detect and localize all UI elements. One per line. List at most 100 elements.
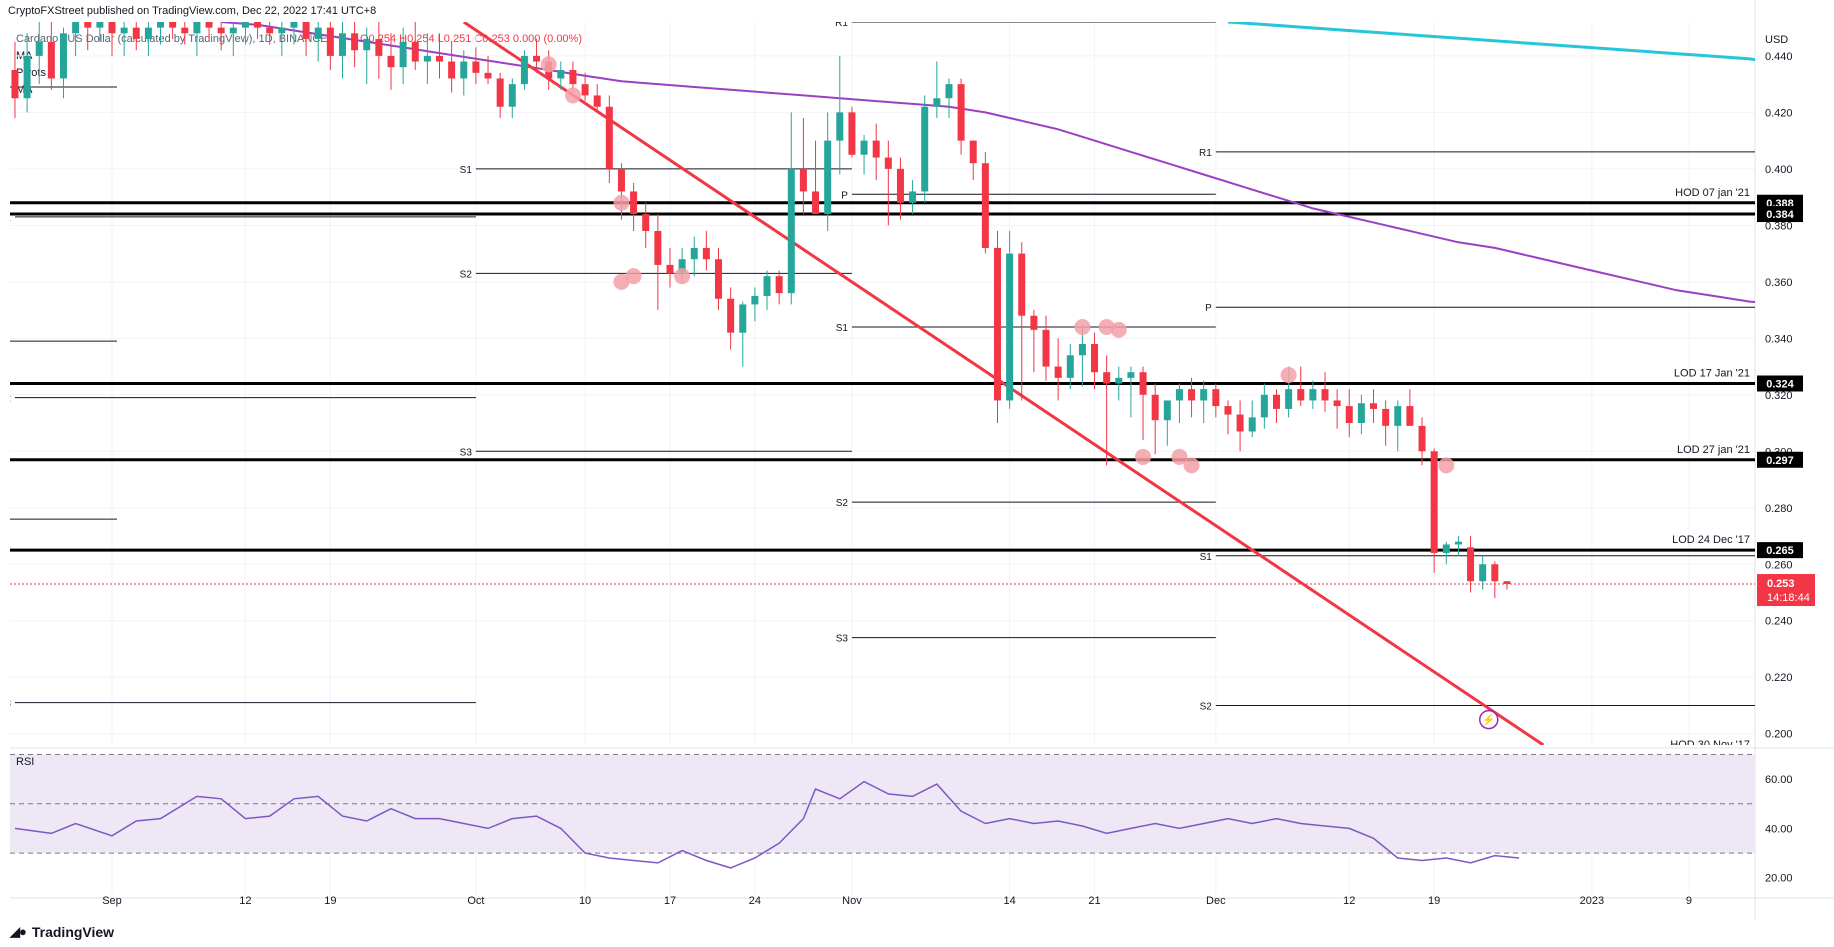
- candle-body: [375, 38, 383, 56]
- price-axis-tick: 0.220: [1765, 672, 1793, 684]
- pivot-label: S3: [836, 634, 849, 645]
- price-axis-unit: USD: [1765, 34, 1788, 46]
- candle-body: [472, 61, 480, 73]
- candle-body: [787, 168, 795, 294]
- last-price-tag: 0.253: [1767, 578, 1795, 590]
- candle-body: [715, 259, 722, 299]
- candle-body: [533, 55, 541, 62]
- candle-body: [727, 298, 735, 333]
- pivot-label: P: [841, 190, 848, 201]
- countdown-tag: 14:18:44: [1767, 592, 1810, 604]
- level-label: LOD 17 Jan '21: [1674, 368, 1750, 380]
- price-tag: 0.384: [1766, 209, 1794, 221]
- candle-body: [1115, 377, 1123, 384]
- candle-body: [496, 78, 504, 107]
- touch-marker: [613, 273, 630, 290]
- candle-body: [302, 22, 310, 39]
- touch-marker: [564, 87, 581, 104]
- level-label-partial: HOD 30 Nov '17: [1670, 739, 1750, 751]
- candle-body: [969, 140, 977, 164]
- candle-body: [278, 27, 286, 34]
- level-label: HOD 07 jan '21: [1675, 187, 1750, 199]
- time-axis-tick: Sep: [102, 895, 122, 907]
- candle-body: [508, 84, 516, 107]
- candle-body: [1491, 564, 1499, 582]
- level-label: LOD 24 Dec '17: [1672, 534, 1750, 546]
- candle-body: [642, 214, 650, 231]
- candle-body: [229, 27, 237, 34]
- price-axis-tick: 0.200: [1765, 729, 1793, 741]
- candle-body: [144, 27, 152, 39]
- candle-body: [957, 84, 965, 141]
- candle-body: [1018, 253, 1026, 316]
- candle-body: [751, 295, 759, 305]
- pivot-label: S2: [1200, 701, 1213, 712]
- candle-body: [96, 22, 104, 28]
- pivot-label: S1: [1200, 552, 1213, 563]
- candle-body: [763, 276, 771, 296]
- candle-body: [654, 230, 662, 265]
- touch-marker: [674, 268, 691, 285]
- candle-body: [1309, 389, 1317, 401]
- candle-body: [569, 70, 577, 85]
- candle-body: [981, 163, 989, 248]
- candle-body: [326, 27, 334, 56]
- time-axis-tick: 9: [1686, 895, 1692, 907]
- touch-marker: [1171, 448, 1188, 465]
- price-tag-bg: [1757, 451, 1803, 468]
- symbol-title: Cardano / US Dollar (calculated by Tradi…: [16, 33, 328, 45]
- candle-body: [1333, 400, 1341, 407]
- candle-body: [666, 264, 674, 274]
- ma-slow-line: [1227, 22, 1755, 62]
- time-axis-tick: 14: [1003, 895, 1015, 907]
- candle-body: [702, 247, 710, 260]
- pivot-label: P: [1205, 303, 1212, 314]
- indicator-pivots[interactable]: Pivots: [16, 67, 46, 79]
- touch-marker: [1110, 321, 1127, 338]
- candle-body: [72, 22, 80, 34]
- candle-body: [411, 41, 419, 62]
- candle-body: [617, 168, 625, 192]
- candle-body: [1066, 355, 1074, 378]
- candle-body: [1503, 581, 1511, 585]
- candle-body: [314, 27, 322, 39]
- pivot-label: S1: [836, 323, 849, 334]
- candle-body: [593, 95, 601, 107]
- rsi-plot-area: [10, 753, 1755, 869]
- candle-body: [884, 157, 892, 169]
- price-tag: 0.324: [1766, 379, 1794, 391]
- rsi-axis-tick: 40.00: [1765, 823, 1793, 835]
- candle-body: [205, 22, 213, 28]
- candle-body: [1212, 389, 1220, 407]
- candle-body: [1188, 389, 1196, 401]
- candle-body: [132, 27, 140, 39]
- time-axis-tick: 12: [239, 895, 251, 907]
- price-tag-bg: [1757, 375, 1803, 392]
- candle-body: [775, 276, 783, 294]
- price-axis-tick: 0.280: [1765, 503, 1793, 515]
- pivot-label: R1: [835, 18, 848, 29]
- candle-body: [1345, 406, 1353, 424]
- candle-body: [1091, 343, 1099, 373]
- candle-body: [848, 112, 856, 155]
- candle-body: [169, 22, 177, 28]
- price-axis-tick: 0.320: [1765, 390, 1793, 402]
- candle-body: [581, 84, 589, 96]
- pivot-label: S3: [460, 447, 473, 458]
- candle-body: [35, 41, 43, 56]
- candle-body: [605, 106, 613, 169]
- candle-body: [84, 22, 92, 28]
- candle-body: [47, 41, 55, 79]
- tradingview-brand: TradingView: [31, 924, 115, 940]
- price-axis-tick: 0.400: [1765, 164, 1793, 176]
- price-axis-tick: 0.420: [1765, 107, 1793, 119]
- pivot-label: R1: [1199, 148, 1212, 159]
- candle-body: [909, 191, 917, 203]
- price-tag-bg: [1757, 206, 1803, 223]
- candle-body: [351, 33, 359, 51]
- rsi-axis-tick: 60.00: [1765, 774, 1793, 786]
- candle-body: [1382, 408, 1390, 426]
- candle-body: [1442, 544, 1450, 553]
- candle-body: [217, 27, 225, 34]
